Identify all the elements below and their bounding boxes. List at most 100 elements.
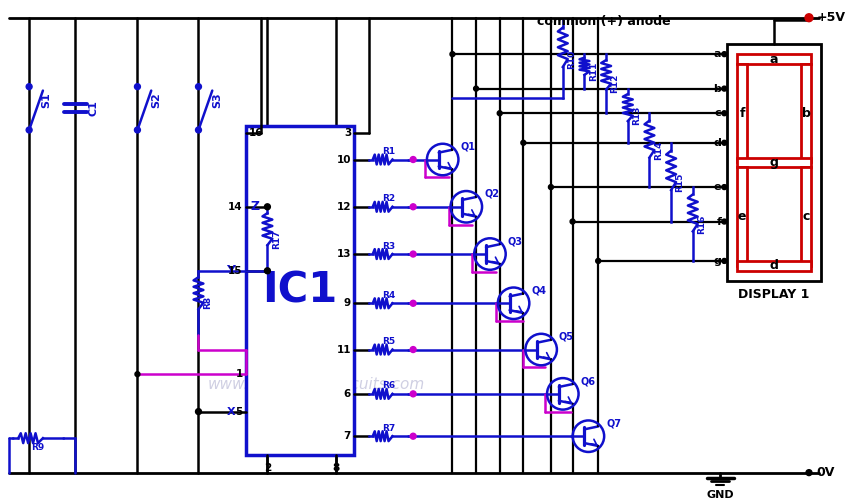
Circle shape xyxy=(134,84,140,90)
Text: www.electronicscircuits.com: www.electronicscircuits.com xyxy=(208,377,425,391)
Text: C1: C1 xyxy=(88,100,99,116)
Text: Z: Z xyxy=(251,200,259,213)
Circle shape xyxy=(450,52,455,57)
Text: c: c xyxy=(802,210,810,223)
Circle shape xyxy=(411,204,416,210)
Text: R3: R3 xyxy=(382,241,395,250)
Text: 8: 8 xyxy=(332,463,340,473)
Circle shape xyxy=(134,127,140,133)
Text: 1: 1 xyxy=(235,369,243,379)
Bar xyxy=(737,261,811,271)
Circle shape xyxy=(722,140,727,145)
Text: R9: R9 xyxy=(31,442,44,451)
Text: f: f xyxy=(717,216,722,226)
Circle shape xyxy=(722,86,727,91)
Circle shape xyxy=(596,259,601,264)
Circle shape xyxy=(805,14,813,22)
Text: 10: 10 xyxy=(337,154,351,164)
Circle shape xyxy=(806,469,812,475)
Bar xyxy=(246,126,354,455)
Text: R8: R8 xyxy=(203,296,212,309)
Text: e: e xyxy=(714,182,722,192)
Text: R12: R12 xyxy=(610,74,620,93)
Text: R1: R1 xyxy=(382,147,395,156)
Text: common (+) anode: common (+) anode xyxy=(537,15,672,28)
Circle shape xyxy=(196,84,201,90)
Circle shape xyxy=(264,268,270,274)
Text: IC1: IC1 xyxy=(263,270,337,312)
Circle shape xyxy=(473,86,479,91)
Text: X: X xyxy=(227,407,236,417)
Text: R10: R10 xyxy=(567,50,576,69)
Text: d: d xyxy=(769,260,779,273)
Circle shape xyxy=(548,185,553,189)
Text: c: c xyxy=(715,108,722,118)
Text: +5V: +5V xyxy=(817,11,846,24)
Text: b: b xyxy=(713,84,722,94)
Circle shape xyxy=(722,219,727,224)
Circle shape xyxy=(26,84,32,90)
Text: R4: R4 xyxy=(382,291,395,300)
Text: R5: R5 xyxy=(382,337,395,346)
Text: Q4: Q4 xyxy=(531,286,547,296)
Text: R6: R6 xyxy=(382,381,395,390)
Text: f: f xyxy=(740,107,745,120)
Text: R7: R7 xyxy=(382,424,395,433)
Circle shape xyxy=(196,127,201,133)
Text: Q7: Q7 xyxy=(606,418,621,428)
Circle shape xyxy=(521,140,526,145)
Text: 2: 2 xyxy=(264,463,271,473)
Circle shape xyxy=(411,156,416,162)
Text: d: d xyxy=(713,138,722,148)
Text: 0V: 0V xyxy=(817,466,836,479)
Circle shape xyxy=(196,409,201,414)
Text: 9: 9 xyxy=(344,298,351,308)
Circle shape xyxy=(264,204,270,210)
Circle shape xyxy=(411,391,416,397)
Text: e: e xyxy=(738,210,746,223)
Text: 3: 3 xyxy=(344,128,351,138)
Bar xyxy=(737,64,747,162)
Text: S2: S2 xyxy=(151,93,162,108)
Text: Y: Y xyxy=(226,265,235,277)
Text: S1: S1 xyxy=(41,93,51,108)
Text: DISPLAY 1: DISPLAY 1 xyxy=(739,288,810,301)
Circle shape xyxy=(497,111,502,116)
Text: Q2: Q2 xyxy=(484,189,499,199)
Text: R14: R14 xyxy=(654,140,663,160)
Text: g: g xyxy=(769,156,779,169)
Text: S3: S3 xyxy=(212,93,222,108)
Text: 7: 7 xyxy=(343,431,351,441)
Text: 11: 11 xyxy=(337,345,351,355)
Text: Q1: Q1 xyxy=(461,142,475,152)
Circle shape xyxy=(722,185,727,189)
Circle shape xyxy=(722,111,727,116)
Circle shape xyxy=(411,251,416,257)
Text: R13: R13 xyxy=(632,106,641,125)
Bar xyxy=(737,54,811,64)
Text: R11: R11 xyxy=(589,62,598,81)
Circle shape xyxy=(26,127,32,133)
Text: R2: R2 xyxy=(382,194,395,203)
Text: a: a xyxy=(714,49,722,59)
Bar xyxy=(728,44,821,281)
Text: R17: R17 xyxy=(272,229,280,248)
Circle shape xyxy=(722,52,727,57)
Text: GND: GND xyxy=(706,490,734,500)
Text: Q5: Q5 xyxy=(558,332,574,342)
Circle shape xyxy=(411,300,416,306)
Circle shape xyxy=(722,259,727,264)
Text: 13: 13 xyxy=(337,249,351,259)
Bar xyxy=(737,167,747,266)
Circle shape xyxy=(570,219,575,224)
Text: b: b xyxy=(802,107,810,120)
Text: 5: 5 xyxy=(235,407,243,417)
Text: R16: R16 xyxy=(697,214,706,233)
Bar xyxy=(737,157,811,167)
Text: Q3: Q3 xyxy=(507,236,523,246)
Text: 16: 16 xyxy=(249,128,264,138)
Text: a: a xyxy=(770,53,779,66)
Text: g: g xyxy=(713,256,722,266)
Bar xyxy=(801,167,811,266)
Bar xyxy=(801,64,811,162)
